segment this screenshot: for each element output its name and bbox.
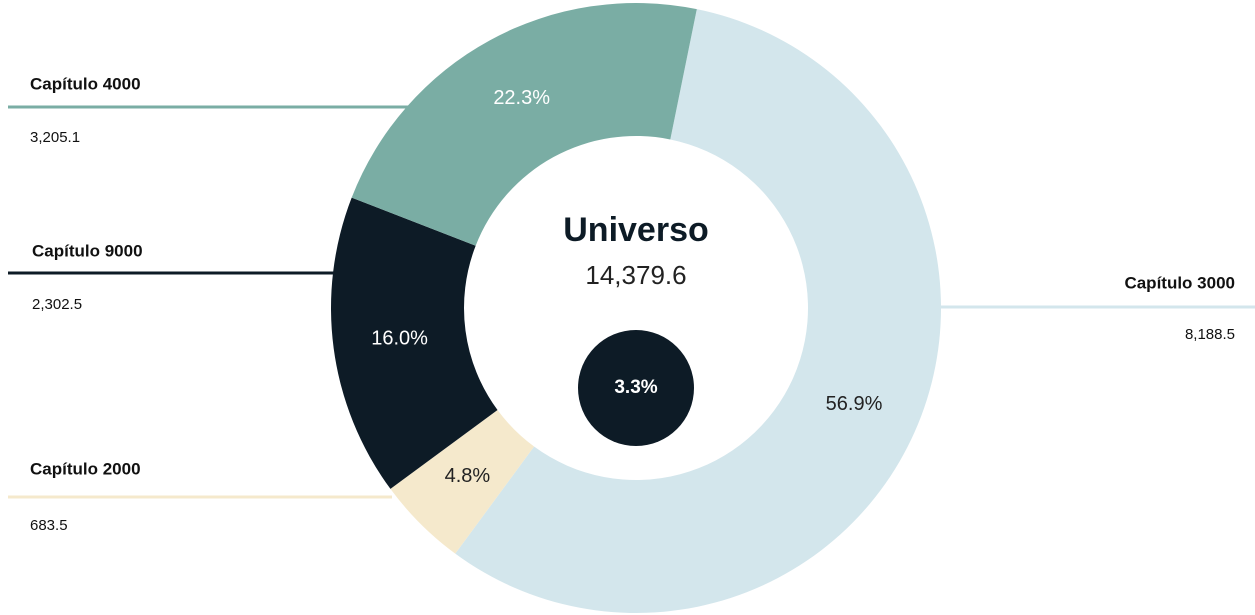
legend-label: Capítulo 9000 — [32, 241, 143, 260]
slice-label: 16.0% — [371, 328, 428, 350]
amount-label: 683.5 — [30, 517, 68, 534]
inner-label: 3.3% — [614, 377, 657, 398]
amount-label: 3,205.1 — [30, 129, 80, 146]
legend-label: Capítulo 2000 — [30, 459, 141, 478]
amount-label: 2,302.5 — [32, 296, 82, 313]
amount-label: 8,188.5 — [1185, 326, 1235, 343]
center-title: Universo — [563, 211, 709, 249]
slice-label: 56.9% — [826, 393, 883, 415]
donut-slice — [455, 9, 941, 614]
slice-label: 4.8% — [445, 465, 491, 487]
donut-slice — [351, 3, 697, 246]
center-total: 14,379.6 — [585, 260, 686, 290]
donut-slice — [390, 410, 535, 554]
donut-slice — [331, 197, 498, 489]
slice-label: 22.3% — [493, 87, 550, 109]
legend-label: Capítulo 4000 — [30, 74, 141, 93]
legend-label: Capítulo 3000 — [1124, 273, 1235, 292]
inner-circle — [578, 330, 694, 446]
